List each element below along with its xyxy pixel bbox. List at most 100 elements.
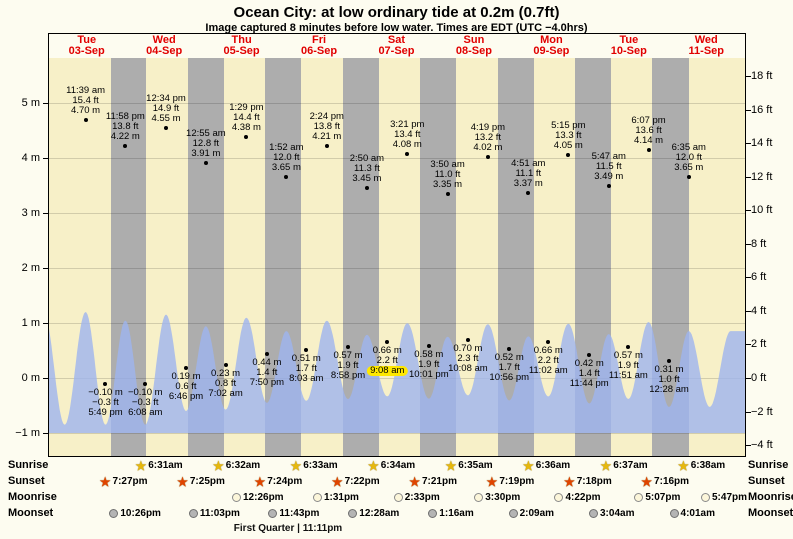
y-axis-label-ft: 16 ft [751, 103, 773, 116]
day-date: 06-Sep [301, 45, 338, 57]
day-date: 10-Sep [610, 45, 647, 57]
moonset-icon [669, 509, 679, 518]
sunset-entry: ★ 7:22pm [332, 475, 380, 488]
tide-height-m: 3.65 m [674, 162, 704, 174]
tide-height-ft: 1.0 ft [658, 373, 680, 385]
tide-height-m: 0.42 m [574, 357, 604, 369]
y-axis-label-ft: 14 ft [751, 137, 773, 150]
moonset-icon [268, 509, 278, 518]
row-label-moonrise-right: Moonrise [748, 491, 793, 503]
y-axis-label-m: 4 m [21, 152, 40, 164]
tide-time: 11:51 am [608, 369, 648, 381]
y-axis-label-ft: 0 ft [751, 372, 767, 384]
tide-time: 10:08 am [448, 362, 488, 374]
tide-time: 3:50 am [430, 158, 465, 170]
tide-time: 7:50 pm [249, 376, 285, 388]
tide-point [345, 344, 350, 349]
tide-time: 10:56 pm [489, 372, 530, 384]
sunrise-time: 6:34am [380, 460, 416, 471]
tide-height-ft: 2.2 ft [537, 354, 559, 366]
day-date: 03-Sep [68, 45, 105, 57]
tide-point [364, 186, 369, 191]
gridline [48, 213, 745, 214]
tide-label-high: 1:52 am 12.0 ft 3.65 m [269, 143, 303, 173]
tide-label-low: 0.57 m 1.9 ft 11:51 am [608, 349, 648, 381]
tide-height-ft: 1.7 ft [295, 362, 317, 374]
row-label-sunrise-right: Sunrise [748, 459, 789, 471]
tide-point [566, 153, 571, 158]
tide-time: 3:21 pm [390, 118, 425, 130]
sunset-entry: ★ 7:16pm [641, 475, 689, 488]
row-label-sunset-left: Sunset [8, 475, 45, 487]
tide-label-high: 4:19 pm 13.2 ft 4.02 m [471, 122, 505, 153]
day-name: Tue [77, 34, 97, 46]
moonrise-icon [701, 493, 710, 502]
sunset-entry: ★ 7:21pm [409, 475, 457, 488]
moonrise-time: 12:26pm [243, 492, 284, 503]
y-axis-label-ft: 10 ft [751, 204, 773, 217]
sunrise-icon: ★ [677, 458, 689, 473]
sunset-time: 7:18pm [576, 476, 612, 487]
axis-left-line [48, 33, 49, 457]
moonset-time: 10:26pm [120, 508, 161, 519]
moonset-entry: 11:03pm [188, 507, 240, 520]
day-header: Wed 11-Sep [668, 35, 745, 57]
day-name: Fri [312, 34, 327, 46]
axis-right-line [745, 33, 746, 457]
y-axis-label-ft: 12 ft [751, 170, 773, 183]
moonset-entry: 1:16am [428, 507, 474, 520]
tide-height-m: 4.05 m [553, 140, 583, 152]
moonset-entry: 2:09am [508, 507, 554, 520]
tide-height-ft: 11.0 ft [434, 168, 461, 180]
sunrise-icon: ★ [600, 458, 612, 473]
tide-point [264, 351, 269, 356]
moonrise-time: 2:33pm [404, 492, 440, 503]
sunrise-entry: ★ 6:31am [135, 459, 182, 472]
tide-point [485, 154, 490, 159]
sunset-time: 7:24pm [267, 476, 303, 487]
tide-height-m: 3.49 m [594, 171, 624, 183]
tide-height-m: 0.57 m [613, 349, 643, 361]
gridline [48, 433, 745, 434]
sunset-entry: ★ 7:19pm [487, 475, 535, 488]
sunrise-icon: ★ [367, 458, 379, 473]
tide-label-low: 0.23 m 0.8 ft 7:02 am [208, 369, 242, 399]
tide-height-ft: 0.8 ft [215, 378, 237, 390]
y-axis-label-ft: 6 ft [751, 271, 767, 284]
moonset-icon [428, 509, 438, 518]
tide-point [507, 347, 512, 352]
sunset-entry: ★ 7:18pm [564, 475, 612, 488]
tide-label-low: 0.51 m 1.7 ft 8:03 am [289, 353, 323, 384]
gridline [48, 268, 745, 269]
tide-point [587, 352, 592, 357]
tide-time: 6:46 pm [168, 390, 204, 402]
sunrise-time: 6:32am [225, 460, 261, 471]
tide-height-m: 0.31 m [654, 363, 684, 375]
night-stripe [574, 58, 612, 456]
tide-height-ft: 13.8 ft [112, 120, 139, 132]
sunset-time: 7:22pm [344, 476, 380, 487]
moonrise-icon [554, 493, 564, 502]
tide-height-ft: 11.3 ft [354, 163, 380, 175]
tide-point [203, 160, 208, 165]
day-header: Wed 04-Sep [125, 35, 202, 57]
tide-label-low: 0.42 m 1.4 ft 11:44 pm [570, 357, 609, 389]
gridline [48, 158, 745, 159]
axis-tick [746, 412, 751, 413]
tide-height-m: 4.55 m [151, 112, 181, 124]
sunset-icon: ★ [331, 474, 343, 489]
axis-tick [746, 143, 751, 144]
sunset-icon: ★ [99, 474, 111, 489]
tide-height-m: 3.45 m [352, 173, 382, 185]
tide-height-ft: 14.4 ft [233, 112, 260, 124]
tide-label-high: 1:29 pm 14.4 ft 4.38 m [229, 103, 263, 133]
y-axis-label-ft: −4 ft [751, 439, 773, 452]
night-stripe [342, 58, 379, 456]
day-header: Tue 03-Sep [48, 35, 125, 57]
day-name: Sat [387, 34, 406, 46]
tide-label-high: 2:50 am 11.3 ft 3.45 m [350, 154, 384, 184]
tide-point [426, 344, 431, 349]
tide-height-ft: 13.3 ft [555, 130, 582, 142]
moonset-time: 4:01am [680, 508, 715, 519]
